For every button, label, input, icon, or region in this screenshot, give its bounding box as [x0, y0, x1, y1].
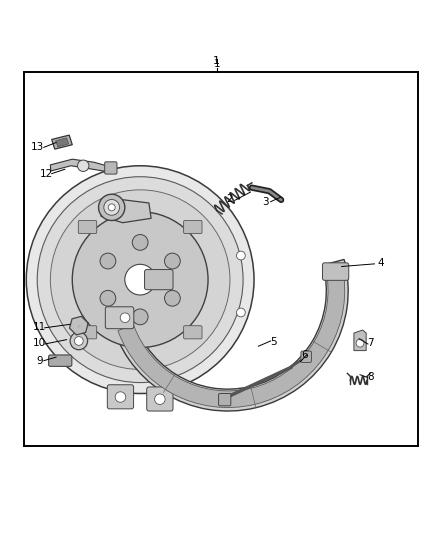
Circle shape [237, 251, 245, 260]
Wedge shape [118, 276, 345, 408]
Polygon shape [72, 316, 81, 326]
FancyBboxPatch shape [184, 221, 202, 233]
Text: 9: 9 [36, 356, 43, 366]
Circle shape [26, 166, 254, 393]
Circle shape [165, 253, 180, 269]
Text: 1: 1 [213, 59, 220, 69]
FancyBboxPatch shape [105, 307, 134, 329]
Polygon shape [52, 135, 72, 149]
Polygon shape [56, 138, 69, 147]
FancyBboxPatch shape [301, 351, 311, 362]
Circle shape [99, 194, 125, 221]
Circle shape [356, 339, 364, 347]
Text: 6: 6 [301, 350, 308, 360]
Circle shape [165, 290, 180, 306]
Circle shape [50, 190, 230, 369]
Circle shape [108, 204, 115, 211]
FancyBboxPatch shape [147, 387, 173, 411]
Polygon shape [101, 199, 151, 223]
Circle shape [78, 160, 89, 172]
FancyBboxPatch shape [78, 221, 97, 233]
FancyBboxPatch shape [105, 162, 117, 174]
FancyBboxPatch shape [78, 326, 97, 339]
Polygon shape [79, 316, 88, 326]
Polygon shape [70, 326, 79, 335]
Circle shape [70, 332, 88, 350]
FancyBboxPatch shape [219, 393, 231, 406]
Circle shape [100, 290, 116, 306]
FancyBboxPatch shape [145, 270, 173, 290]
Circle shape [104, 199, 120, 215]
Text: 11: 11 [33, 322, 46, 332]
Text: 3: 3 [261, 197, 268, 207]
Text: 13: 13 [31, 142, 44, 152]
Circle shape [125, 264, 155, 295]
Text: 8: 8 [367, 372, 374, 382]
Polygon shape [70, 319, 79, 328]
Circle shape [74, 336, 83, 345]
Polygon shape [79, 323, 88, 333]
Text: 12: 12 [39, 168, 53, 179]
Text: 2: 2 [226, 193, 233, 204]
Text: 10: 10 [33, 338, 46, 348]
FancyBboxPatch shape [322, 263, 349, 280]
Polygon shape [354, 330, 366, 351]
Circle shape [72, 212, 208, 348]
Circle shape [37, 177, 243, 383]
Text: 7: 7 [367, 338, 374, 348]
Text: 1: 1 [213, 56, 220, 66]
FancyBboxPatch shape [49, 355, 72, 366]
Bar [24, 71, 418, 446]
FancyBboxPatch shape [107, 385, 134, 409]
Circle shape [100, 253, 116, 269]
Circle shape [237, 308, 245, 317]
Polygon shape [76, 326, 86, 335]
Circle shape [120, 313, 130, 322]
Circle shape [115, 392, 126, 402]
Circle shape [132, 309, 148, 325]
Circle shape [155, 394, 165, 405]
Wedge shape [110, 260, 348, 411]
FancyBboxPatch shape [184, 326, 202, 339]
Polygon shape [50, 159, 110, 172]
Circle shape [132, 235, 148, 251]
Text: 5: 5 [270, 337, 277, 347]
Text: 4: 4 [378, 258, 385, 268]
